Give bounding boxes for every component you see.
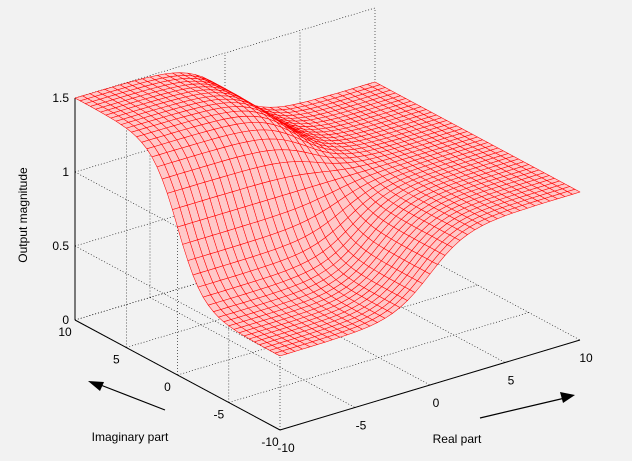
z-tick-label: 0.5 bbox=[52, 239, 69, 253]
grid-line bbox=[228, 312, 529, 403]
y-direction-arrow bbox=[88, 381, 166, 411]
z-tick-label: 0 bbox=[62, 313, 69, 327]
y-axis-label: Imaginary part bbox=[92, 430, 169, 444]
x-tick-label: 10 bbox=[579, 351, 593, 365]
y-tick-label: 0 bbox=[164, 380, 171, 394]
x-tick-label: -5 bbox=[356, 419, 367, 433]
x-direction-arrow bbox=[479, 392, 575, 419]
grid-line bbox=[74, 7, 376, 99]
y-tick-label: -10 bbox=[261, 435, 279, 449]
surface-mesh bbox=[74, 72, 581, 357]
y-tick-label: -5 bbox=[213, 408, 224, 422]
x-tick-label: 0 bbox=[433, 396, 440, 410]
y-tick-label: 5 bbox=[113, 353, 120, 367]
tick-labels: 0 0.5 1 1.5 -10 -5 0 5 10 -10 -5 0 5 10 bbox=[52, 91, 593, 455]
z-axis-label: Output magnitude bbox=[16, 167, 30, 263]
z-tick-label: 1 bbox=[62, 165, 69, 179]
x-tick-label: 5 bbox=[508, 374, 515, 388]
surface-cell bbox=[567, 189, 581, 195]
grid-line bbox=[279, 339, 581, 431]
z-tick-label: 1.5 bbox=[52, 91, 69, 105]
x-axis-label: Real part bbox=[433, 432, 482, 446]
y-tick-label: 10 bbox=[58, 325, 72, 339]
x-tick-label: -10 bbox=[277, 441, 295, 455]
